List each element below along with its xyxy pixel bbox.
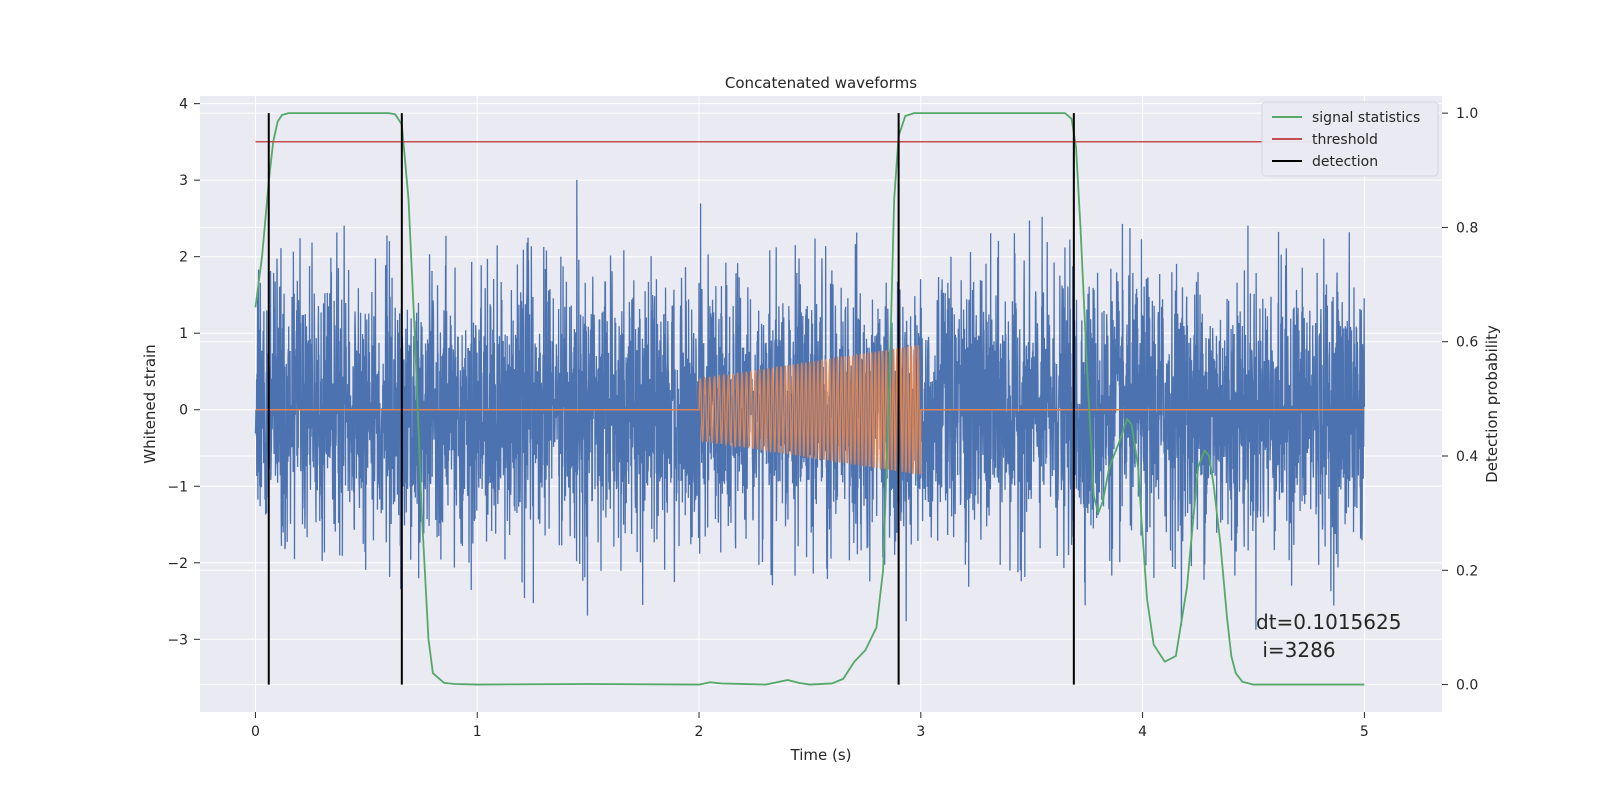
annotation-index: i=3286 [1256, 638, 1336, 662]
y2-tick-label: 0.6 [1456, 335, 1478, 351]
legend-label-threshold: threshold [1312, 132, 1378, 148]
x-axis-label: Time (s) [790, 746, 852, 764]
annotation-dt: dt=0.1015625 [1256, 610, 1401, 634]
y-tick-label: 1 [179, 326, 188, 342]
x-tick-label: 1 [473, 724, 482, 740]
injected-waveform-series [255, 345, 1365, 475]
y2-tick-label: 0.0 [1456, 678, 1478, 694]
y-tick-label: −3 [167, 632, 188, 648]
y2-tick-label: 1.0 [1456, 106, 1478, 122]
ticks: 0 1 2 3 4 5 −3 −2 −1 0 1 2 3 4 0.0 0.2 0.4 0.6 0.8 1.0 [167, 97, 1478, 740]
x-tick-label: 3 [916, 724, 925, 740]
legend-label-detection: detection [1312, 154, 1378, 170]
y2-tick-label: 0.8 [1456, 220, 1478, 236]
y-tick-label: −2 [167, 556, 188, 572]
chart-title: Concatenated waveforms [725, 74, 917, 92]
y2-tick-label: 0.4 [1456, 449, 1478, 465]
y-axis-label: Whitened strain [141, 344, 159, 463]
x-tick-label: 4 [1138, 724, 1147, 740]
y-tick-label: −1 [167, 479, 188, 495]
legend: signal statistics threshold detection [1261, 101, 1439, 177]
x-tick-label: 0 [251, 724, 260, 740]
legend-box [1261, 101, 1439, 177]
signal-statistics-series [254, 112, 1365, 686]
y2-axis-label: Detection probability [1483, 325, 1501, 483]
y-tick-label: 4 [179, 97, 188, 113]
series-layer [254, 112, 1366, 686]
y-tick-label: 2 [179, 250, 188, 266]
y-tick-label: 3 [179, 173, 188, 189]
y2-tick-label: 0.2 [1456, 563, 1478, 579]
legend-label-signal-statistics: signal statistics [1312, 110, 1420, 126]
x-tick-label: 2 [695, 724, 704, 740]
y-tick-label: 0 [179, 403, 188, 419]
x-tick-label: 5 [1360, 724, 1369, 740]
strain-series [254, 179, 1366, 630]
